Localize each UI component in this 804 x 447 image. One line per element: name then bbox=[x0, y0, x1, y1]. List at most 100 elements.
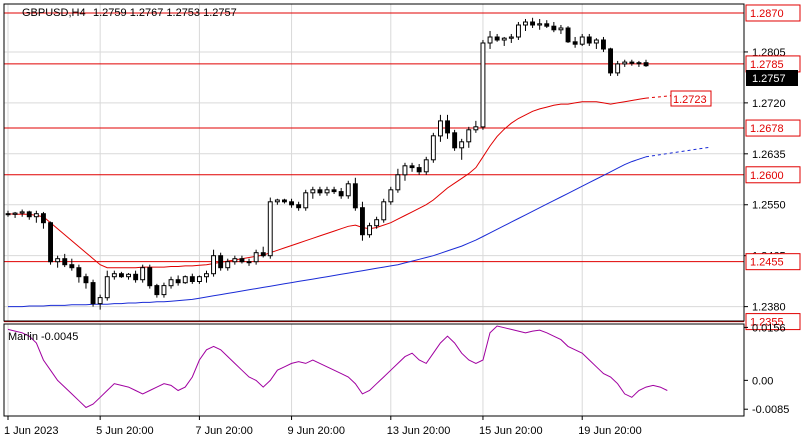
grid bbox=[4, 4, 744, 416]
candle-body bbox=[452, 132, 458, 149]
candle-body bbox=[523, 21, 528, 26]
time-tick-label: 19 Jun 20:00 bbox=[578, 425, 642, 437]
oscillator-title: Marlin -0.0045 bbox=[8, 331, 78, 343]
candle-body bbox=[48, 222, 53, 263]
candle-body bbox=[204, 273, 209, 278]
level-label-box bbox=[745, 313, 801, 331]
candle-body bbox=[19, 211, 25, 214]
candle-body bbox=[480, 42, 486, 128]
candle-body bbox=[579, 36, 585, 45]
candle-body bbox=[508, 36, 514, 39]
candle-body bbox=[189, 276, 195, 283]
candle-body bbox=[416, 167, 422, 173]
candle-body bbox=[565, 27, 571, 43]
level-label-box bbox=[745, 166, 801, 184]
price-tick-label: 1.2380 bbox=[752, 302, 786, 314]
time-tick-label: 15 Jun 20:00 bbox=[479, 425, 543, 437]
level-label-box bbox=[745, 253, 801, 271]
candle-body bbox=[310, 189, 316, 194]
candle-body bbox=[530, 21, 535, 26]
slow-ma-line-projection bbox=[645, 146, 711, 158]
candle-body bbox=[83, 276, 89, 284]
candle-body bbox=[551, 25, 557, 31]
candle-body bbox=[381, 201, 387, 221]
horizontal-levels bbox=[4, 12, 744, 323]
candle-body bbox=[175, 279, 181, 284]
candle-body bbox=[303, 192, 309, 209]
level-label-box bbox=[745, 119, 801, 137]
candle-body bbox=[388, 189, 394, 203]
current-price-box bbox=[746, 70, 798, 86]
osc-tick-label: 0.00 bbox=[752, 375, 773, 387]
candle-body bbox=[119, 273, 124, 278]
time-tick-label: 9 Jun 20:00 bbox=[288, 425, 346, 437]
candle-body bbox=[282, 199, 287, 203]
time-tick-label: 13 Jun 20:00 bbox=[387, 425, 451, 437]
level-label-box bbox=[745, 4, 801, 22]
candle-body bbox=[41, 213, 46, 224]
candle-body bbox=[331, 189, 337, 193]
candle-body bbox=[211, 255, 217, 275]
symbol-label: GBPUSD,H4 bbox=[22, 7, 86, 19]
level-label: 1.2355 bbox=[750, 317, 784, 329]
candle-body bbox=[274, 199, 280, 203]
candle-body bbox=[133, 273, 139, 281]
candle-body bbox=[430, 135, 436, 161]
candle-body bbox=[466, 129, 472, 143]
candle-body bbox=[5, 213, 11, 216]
candle-body bbox=[352, 183, 358, 209]
candle-body bbox=[395, 174, 401, 191]
candle-body bbox=[423, 159, 429, 173]
price-tick-label: 1.2550 bbox=[752, 200, 786, 212]
candle-body bbox=[367, 225, 373, 236]
time-tick-label: 1 Jun 2023 bbox=[4, 425, 58, 437]
candle-body bbox=[289, 201, 295, 206]
candle-body bbox=[558, 27, 564, 31]
candle-body bbox=[182, 276, 188, 284]
candle-body bbox=[246, 261, 252, 264]
candle-body bbox=[643, 62, 649, 67]
candle-body bbox=[126, 273, 131, 278]
time-tick-label: 5 Jun 20:00 bbox=[96, 425, 153, 437]
candle-body bbox=[636, 62, 642, 65]
candle-body bbox=[445, 120, 451, 134]
candle-body bbox=[239, 258, 245, 263]
oscillator-axis: 0.0156 0.00 -0.0085 bbox=[744, 322, 789, 416]
forecast-tag: 1.2723 bbox=[670, 90, 712, 107]
candle-body bbox=[161, 285, 167, 296]
candle-body bbox=[324, 189, 330, 194]
level-label: 1.2600 bbox=[750, 170, 784, 182]
current-price-label: 1.2757 bbox=[752, 73, 786, 85]
candle-body bbox=[516, 24, 521, 38]
candle-body bbox=[55, 258, 61, 263]
candle-body bbox=[374, 219, 380, 227]
candle-body bbox=[494, 36, 500, 41]
candle-body bbox=[402, 165, 408, 176]
osc-tick-label: 0.0156 bbox=[752, 322, 786, 334]
osc-tick-label: -0.0085 bbox=[752, 404, 789, 416]
candle-body bbox=[345, 183, 351, 197]
candle-body bbox=[572, 41, 578, 45]
candle-body bbox=[111, 273, 117, 278]
candle-body bbox=[225, 261, 231, 269]
level-label: 1.2785 bbox=[750, 59, 784, 71]
candle-body bbox=[438, 120, 443, 137]
ohlc-values: 1.2759 1.2767 1.2753 1.2757 bbox=[93, 7, 237, 19]
forecast-label: 1.2723 bbox=[673, 94, 707, 106]
price-tick-label: 1.2720 bbox=[752, 98, 786, 110]
candle-body bbox=[487, 36, 493, 44]
candle-body bbox=[253, 252, 259, 263]
candle-body bbox=[608, 48, 613, 74]
candle-body bbox=[90, 282, 96, 305]
oscillator-line bbox=[7, 325, 668, 409]
candle-body bbox=[601, 39, 606, 50]
candle-body bbox=[409, 165, 415, 169]
price-tick-label: 1.2635 bbox=[752, 149, 786, 161]
candle-body bbox=[154, 285, 160, 296]
candlesticks bbox=[5, 17, 649, 310]
candle-body bbox=[97, 297, 103, 305]
candle-body bbox=[140, 267, 146, 281]
time-axis: 1 Jun 2023 5 Jun 20:00 7 Jun 20:00 9 Jun 20… bbox=[4, 416, 642, 437]
